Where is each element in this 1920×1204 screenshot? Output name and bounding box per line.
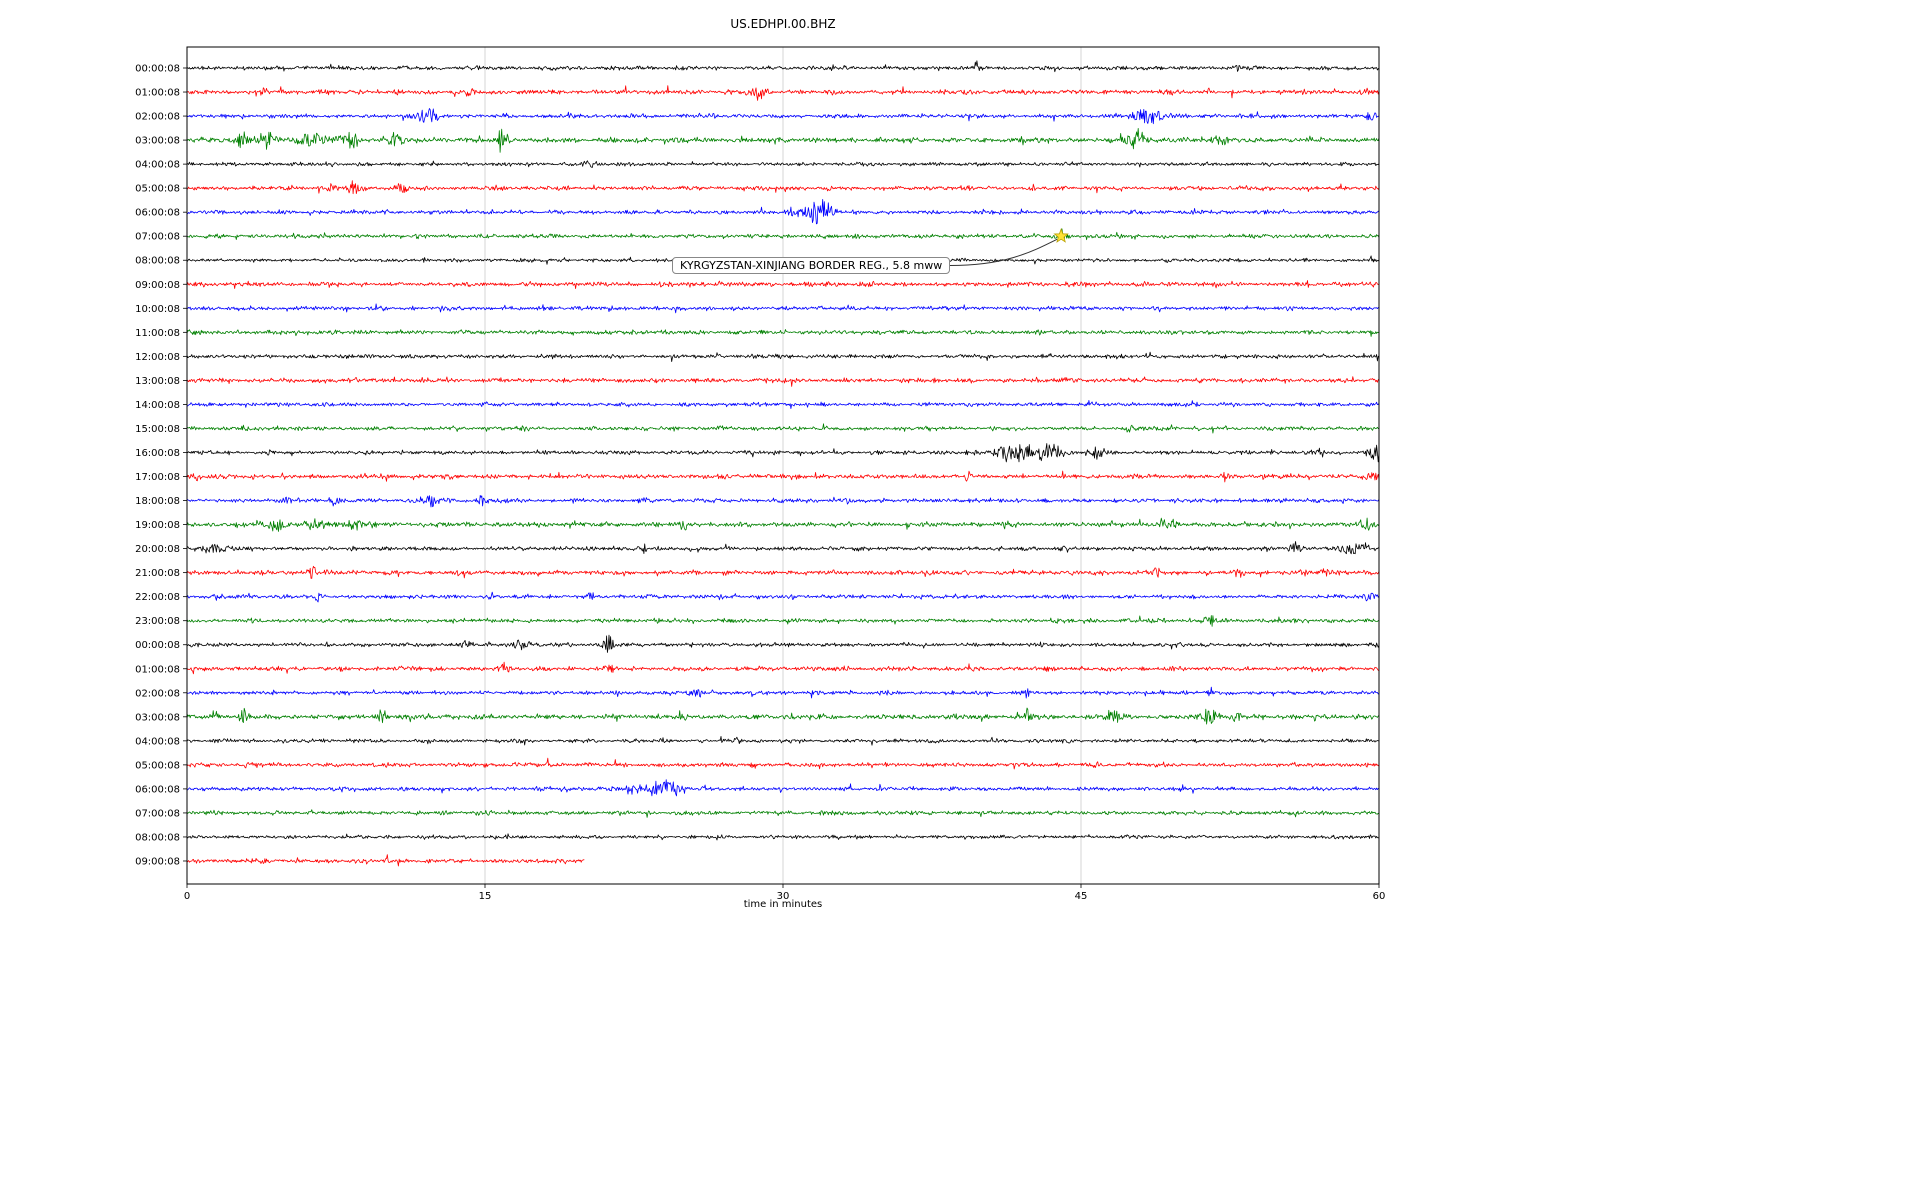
y-axis-label: 08:00:08 [135,832,180,843]
y-axis-label: 06:00:08 [135,784,180,795]
annotation-connector-line [949,238,1058,266]
y-axis-label: 16:00:08 [135,448,180,459]
trace-row-21 [186,565,1380,579]
y-axis-label: 09:00:08 [135,856,180,867]
y-axis-label: 06:00:08 [135,208,180,219]
y-axis-label: 05:00:08 [135,184,180,195]
y-axis-label: 04:00:08 [135,160,180,171]
event-star-marker [1053,228,1069,243]
y-axis-label: 19:00:08 [135,520,180,531]
y-axis-label: 02:00:08 [135,112,180,123]
y-axis-label: 07:00:08 [135,808,180,819]
y-axis-label: 14:00:08 [135,400,180,411]
event-annotation-label: KYRGYZSTAN-XINJIANG BORDER REG., 5.8 mww [672,257,951,274]
trace-row-20 [186,541,1380,555]
trace-row-25 [186,661,1380,675]
trace-row-27 [186,707,1380,725]
x-axis-tick-label: 30 [777,891,790,902]
trace-row-0 [186,60,1380,73]
y-axis-label: 20:00:08 [135,544,180,555]
y-axis-label: 09:00:08 [135,280,180,291]
trace-row-24 [186,634,1380,653]
trace-row-9 [186,280,1380,290]
y-axis-label: 00:00:08 [135,640,180,651]
x-axis-tick-label: 45 [1075,891,1088,902]
trace-row-17 [186,470,1380,483]
y-axis-label: 08:00:08 [135,256,180,267]
trace-row-22 [186,591,1380,603]
trace-row-4 [186,160,1380,168]
y-axis-label: 00:00:08 [135,64,180,75]
trace-row-13 [186,376,1380,387]
trace-row-11 [186,329,1380,337]
trace-row-1 [186,85,1380,101]
trace-row-26 [186,686,1380,699]
y-axis-label: 11:00:08 [135,328,180,339]
x-axis-tick-label: 60 [1373,891,1386,902]
y-axis-label: 15:00:08 [135,424,180,435]
trace-row-2 [186,108,1380,125]
trace-row-28 [186,736,1380,746]
y-axis-label: 12:00:08 [135,352,180,363]
trace-row-3 [186,127,1380,153]
y-axis-label: 10:00:08 [135,304,180,315]
trace-row-10 [186,303,1380,314]
x-axis-label: time in minutes [743,899,823,910]
x-axis-tick-label: 0 [184,891,190,902]
trace-row-29 [186,757,1380,770]
plot-title: US.EDHPI.00.BHZ [730,17,836,31]
trace-row-15 [186,423,1380,434]
trace-row-30 [186,779,1380,797]
y-axis-label: 07:00:08 [135,232,180,243]
y-axis-label: 22:00:08 [135,592,180,603]
y-axis-label: 13:00:08 [135,376,180,387]
y-axis-label: 03:00:08 [135,712,180,723]
y-axis-label: 04:00:08 [135,736,180,747]
trace-row-7 [186,228,1380,241]
trace-row-6 [186,198,1380,225]
trace-row-32 [186,833,1380,841]
trace-row-12 [186,351,1380,363]
y-axis-label: 17:00:08 [135,472,180,483]
y-axis-label: 02:00:08 [135,688,180,699]
y-axis-label: 23:00:08 [135,616,180,627]
trace-row-19 [186,517,1380,532]
y-axis-label: 01:00:08 [135,88,180,99]
trace-row-16 [186,443,1380,463]
trace-row-33 [186,854,585,867]
y-axis-label: 03:00:08 [135,136,180,147]
y-axis-label: 05:00:08 [135,760,180,771]
x-axis-tick-label: 15 [479,891,492,902]
y-axis-label: 01:00:08 [135,664,180,675]
trace-row-18 [186,494,1380,508]
trace-row-14 [186,399,1380,410]
trace-row-5 [186,180,1380,195]
y-axis-label: 21:00:08 [135,568,180,579]
trace-row-31 [186,809,1380,818]
y-axis-label: 18:00:08 [135,496,180,507]
trace-row-23 [186,615,1380,627]
